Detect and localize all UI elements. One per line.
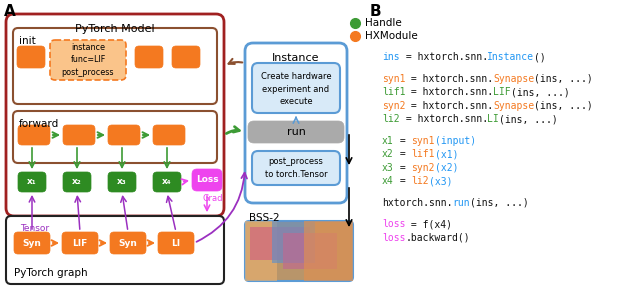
- FancyBboxPatch shape: [17, 46, 45, 68]
- Bar: [245, 221, 277, 281]
- Text: Syn: Syn: [118, 239, 138, 248]
- FancyBboxPatch shape: [135, 46, 163, 68]
- FancyBboxPatch shape: [108, 172, 136, 192]
- Text: (): (): [534, 52, 546, 62]
- Text: LIF: LIF: [72, 239, 88, 248]
- Bar: [305, 221, 353, 281]
- FancyBboxPatch shape: [14, 232, 50, 254]
- Text: Instance: Instance: [487, 52, 534, 62]
- Text: .backward(): .backward(): [405, 233, 470, 243]
- Text: = hxtorch.snn.: = hxtorch.snn.: [405, 74, 493, 84]
- Text: = hxtorch.snn.: = hxtorch.snn.: [399, 52, 488, 62]
- FancyBboxPatch shape: [153, 125, 185, 145]
- Text: instance
func=LIF
post_process: instance func=LIF post_process: [61, 43, 115, 77]
- Text: Grad: Grad: [203, 194, 223, 203]
- Text: A: A: [4, 4, 16, 18]
- FancyBboxPatch shape: [110, 232, 146, 254]
- Text: (ins, ...): (ins, ...): [534, 74, 593, 84]
- Text: (x3): (x3): [429, 176, 452, 186]
- Text: = hxtorch.snn.: = hxtorch.snn.: [405, 87, 493, 97]
- Text: run: run: [452, 198, 470, 208]
- Text: BSS-2: BSS-2: [249, 213, 280, 223]
- Text: (ins, ...): (ins, ...): [534, 101, 593, 111]
- Text: Create hardware
experiment and
execute: Create hardware experiment and execute: [260, 72, 332, 106]
- FancyBboxPatch shape: [6, 14, 224, 216]
- Text: post_process
to torch.Tensor: post_process to torch.Tensor: [265, 157, 327, 179]
- FancyBboxPatch shape: [192, 169, 222, 191]
- FancyBboxPatch shape: [158, 232, 194, 254]
- Text: Synapse: Synapse: [493, 74, 534, 84]
- Text: syn1: syn1: [412, 136, 435, 146]
- Text: li2: li2: [412, 176, 429, 186]
- Text: Handle: Handle: [365, 18, 402, 28]
- Text: syn2: syn2: [382, 101, 406, 111]
- Text: x₃: x₃: [117, 178, 127, 187]
- FancyBboxPatch shape: [245, 221, 353, 281]
- Text: x₁: x₁: [27, 178, 37, 187]
- Text: run: run: [287, 127, 305, 137]
- FancyBboxPatch shape: [6, 216, 224, 284]
- Text: li2: li2: [382, 114, 399, 124]
- Text: x1: x1: [382, 136, 394, 146]
- FancyBboxPatch shape: [252, 63, 340, 113]
- Text: (ins, ...): (ins, ...): [499, 114, 557, 124]
- Text: HXModule: HXModule: [365, 31, 418, 41]
- Text: =: =: [394, 136, 412, 146]
- FancyBboxPatch shape: [172, 46, 200, 68]
- Text: ins: ins: [382, 52, 399, 62]
- Text: x₂: x₂: [72, 178, 82, 187]
- Text: = hxtorch.snn.: = hxtorch.snn.: [405, 101, 493, 111]
- FancyBboxPatch shape: [153, 172, 181, 192]
- FancyBboxPatch shape: [63, 125, 95, 145]
- Text: hxtorch.snn.: hxtorch.snn.: [382, 198, 452, 208]
- FancyBboxPatch shape: [108, 125, 140, 145]
- Text: syn2: syn2: [412, 163, 435, 173]
- Text: LIF: LIF: [493, 87, 511, 97]
- Text: (x2): (x2): [435, 163, 458, 173]
- FancyBboxPatch shape: [62, 232, 98, 254]
- Text: PyTorch Model: PyTorch Model: [75, 24, 155, 34]
- Text: = f(x4): = f(x4): [405, 219, 452, 230]
- Text: x3: x3: [382, 163, 394, 173]
- Text: LI: LI: [487, 114, 499, 124]
- Text: LI: LI: [172, 239, 180, 248]
- FancyBboxPatch shape: [63, 172, 91, 192]
- Text: syn1: syn1: [382, 74, 406, 84]
- Text: Tensor: Tensor: [20, 224, 49, 233]
- FancyBboxPatch shape: [50, 40, 126, 80]
- Text: =: =: [394, 163, 412, 173]
- Text: (ins, ...): (ins, ...): [470, 198, 529, 208]
- Text: =: =: [394, 149, 412, 159]
- Text: (x1): (x1): [435, 149, 458, 159]
- Text: (ins, ...): (ins, ...): [511, 87, 570, 97]
- Text: forward: forward: [19, 119, 60, 129]
- Text: x4: x4: [382, 176, 394, 186]
- FancyBboxPatch shape: [245, 43, 347, 203]
- Bar: [250, 227, 310, 260]
- FancyBboxPatch shape: [13, 28, 217, 104]
- Text: Loss: Loss: [196, 175, 218, 185]
- Text: =: =: [394, 176, 412, 186]
- Text: x₄: x₄: [162, 178, 172, 187]
- Bar: [283, 233, 337, 269]
- Text: Instance: Instance: [272, 53, 320, 63]
- FancyBboxPatch shape: [13, 111, 217, 163]
- Text: B: B: [370, 4, 381, 18]
- Text: Syn: Syn: [22, 239, 42, 248]
- Text: loss: loss: [382, 233, 406, 243]
- Text: lif1: lif1: [382, 87, 406, 97]
- FancyBboxPatch shape: [18, 172, 46, 192]
- Bar: [272, 221, 315, 263]
- Text: lif1: lif1: [412, 149, 435, 159]
- Text: loss: loss: [382, 219, 406, 230]
- Text: (input): (input): [435, 136, 476, 146]
- FancyBboxPatch shape: [248, 121, 344, 143]
- Text: x2: x2: [382, 149, 394, 159]
- FancyBboxPatch shape: [252, 151, 340, 185]
- Text: Synapse: Synapse: [493, 101, 534, 111]
- Text: = hxtorch.snn.: = hxtorch.snn.: [399, 114, 488, 124]
- FancyBboxPatch shape: [18, 125, 50, 145]
- Text: init: init: [19, 36, 36, 46]
- Text: PyTorch graph: PyTorch graph: [14, 268, 88, 278]
